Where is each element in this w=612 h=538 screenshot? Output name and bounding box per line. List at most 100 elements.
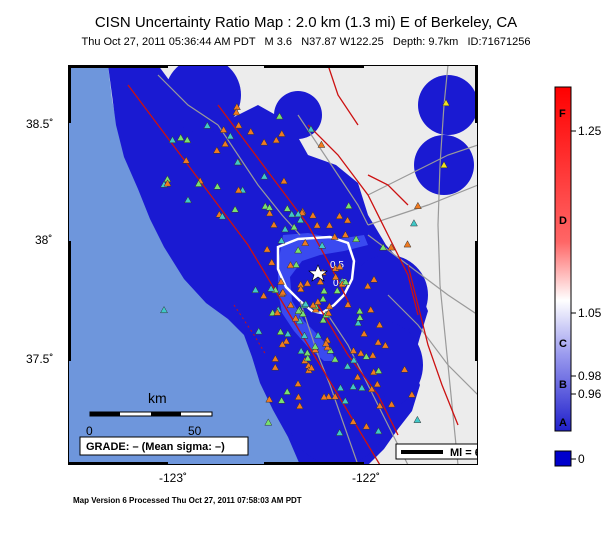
station-icon <box>413 201 422 209</box>
station-icon <box>277 277 285 285</box>
station-icon <box>203 121 212 129</box>
station-icon <box>368 351 377 359</box>
scale-bar: km 0 50 <box>86 390 213 438</box>
station-icon <box>286 300 295 309</box>
station-icon <box>362 352 371 360</box>
station-icon <box>331 272 340 280</box>
station-icon <box>381 341 390 349</box>
station-icon <box>349 356 358 364</box>
tick-0-98: 0.98 <box>578 369 602 383</box>
station-icon <box>283 387 292 395</box>
station-icon <box>291 314 300 322</box>
colorbar: F D C B A 1.25 1.05 0.98 0.96 0 <box>554 86 602 467</box>
station-icon <box>360 329 369 337</box>
event-subtitle: Thu Oct 27, 2011 05:36:44 AM PDT M 3.6 N… <box>81 36 531 48</box>
sf-bay <box>278 233 368 361</box>
station-icon <box>317 140 326 148</box>
station-icon <box>354 318 363 326</box>
station-icon <box>297 347 306 355</box>
station-icon <box>307 363 316 371</box>
station-icon <box>320 392 328 400</box>
station-icon <box>400 365 409 373</box>
colorbar-gradient <box>554 86 572 432</box>
station-icon <box>294 392 303 401</box>
station-icon <box>362 422 371 430</box>
station-icon <box>295 401 304 409</box>
station-icon <box>221 139 230 147</box>
tick-1-25: 1.25 <box>578 124 602 138</box>
station-icon <box>283 329 292 337</box>
station-icon <box>272 136 281 144</box>
station-icon <box>271 363 280 371</box>
station-icon <box>194 179 203 187</box>
station-icon <box>319 316 328 324</box>
station-icon <box>277 236 286 244</box>
ml-text: Ml = 6.0 <box>450 447 478 459</box>
contour-label-a: 0.5 <box>330 260 344 271</box>
station-icon <box>343 362 352 370</box>
station-icon <box>379 243 388 251</box>
station-icon <box>440 160 448 169</box>
station-icon <box>296 215 305 224</box>
station-icon <box>313 297 322 305</box>
station-icon <box>343 216 352 224</box>
station-icon <box>260 138 269 146</box>
station-icon <box>294 246 303 254</box>
station-icon <box>168 135 177 144</box>
station-icon <box>413 415 422 423</box>
station-icon <box>301 299 310 308</box>
station-icon <box>374 338 383 346</box>
tick-1-05: 1.05 <box>578 306 602 320</box>
station-icon <box>374 366 383 374</box>
stations <box>160 98 450 436</box>
station-icon <box>336 383 345 391</box>
station-icon <box>355 313 364 321</box>
station-icon <box>410 219 418 227</box>
station-icon <box>281 225 290 233</box>
grade-b: B <box>559 379 567 391</box>
station-icon <box>331 392 340 400</box>
station-icon <box>290 223 299 231</box>
station-icon <box>271 354 280 362</box>
station-icon <box>316 277 325 285</box>
station-icon <box>273 308 282 316</box>
epicenter-star-icon <box>308 264 328 282</box>
offshore-fault <box>233 304 267 356</box>
station-icon <box>375 320 384 328</box>
station-icon <box>303 279 312 287</box>
station-icon <box>212 146 221 154</box>
station-icon <box>294 379 302 387</box>
station-icon <box>259 291 268 299</box>
station-icon <box>292 260 301 268</box>
station-icon <box>322 339 330 347</box>
station-icon <box>234 186 243 194</box>
station-icon <box>314 331 322 339</box>
grade-d: D <box>559 215 567 227</box>
station-icon <box>251 285 260 293</box>
station-icon <box>267 258 276 266</box>
station-icon <box>301 238 310 246</box>
station-icon <box>282 337 291 345</box>
station-icon <box>233 158 242 166</box>
station-icon <box>267 284 275 292</box>
station-icon <box>278 340 287 348</box>
station-icon <box>341 230 350 238</box>
station-icon <box>234 121 243 129</box>
station-icon <box>277 129 286 137</box>
station-icon <box>265 395 274 403</box>
station-icon <box>442 98 450 107</box>
station-icon <box>387 243 396 251</box>
station-icon <box>367 385 376 393</box>
station-icon <box>403 240 412 248</box>
station-icon <box>182 156 191 164</box>
station-icon <box>341 277 350 285</box>
station-icon <box>276 327 285 335</box>
lon-label-122: -122˚ <box>352 471 381 485</box>
station-icon <box>308 211 317 219</box>
station-icon <box>318 241 327 249</box>
station-icon <box>335 428 344 436</box>
station-icon <box>324 392 333 400</box>
station-icon <box>261 202 270 210</box>
lat-label-37-5: 37.5˚ <box>26 352 54 366</box>
station-icon <box>176 133 185 141</box>
